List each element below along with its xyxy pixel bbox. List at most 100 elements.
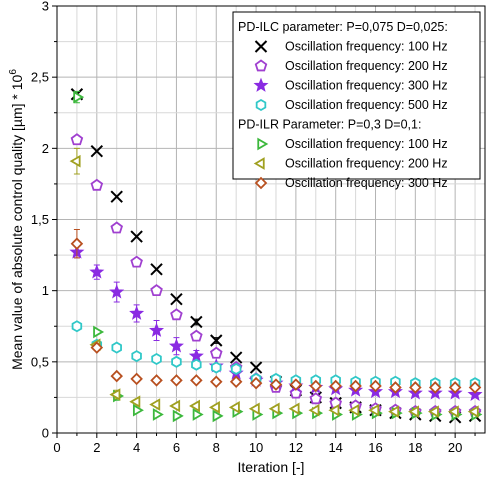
data-point (110, 221, 124, 234)
data-point (170, 292, 183, 306)
data-point (389, 381, 402, 394)
data-point (192, 408, 204, 421)
x-axis-label: Iteration [-] (238, 459, 305, 475)
data-point (289, 378, 303, 391)
y-tick-label: 2 (42, 141, 49, 156)
data-point (349, 379, 362, 393)
data-point (89, 264, 105, 279)
legend-marker (254, 176, 268, 190)
x-tick-label: 8 (213, 440, 220, 455)
x-tick-label: 16 (368, 440, 382, 455)
data-point (149, 398, 161, 411)
legend-entry-label: Oscillation frequency: 200 Hz (285, 157, 448, 171)
data-point (190, 329, 203, 342)
data-point (151, 352, 162, 366)
y-axis-label-exponent: 6 (8, 69, 19, 75)
data-point (328, 403, 340, 417)
legend-box (232, 11, 481, 180)
data-point (409, 381, 422, 394)
legend-group-title: PD-ILR Parameter: P=0,3 D=0,1: (238, 118, 421, 132)
data-point (309, 392, 323, 405)
data-point (110, 369, 123, 383)
data-point (209, 346, 223, 359)
data-point (230, 362, 242, 375)
legend-group-title: PD-ILC parameter: P=0,075 D=0,025: (238, 20, 448, 34)
x-tick-label: 10 (249, 440, 263, 455)
y-tick-label: 3 (42, 0, 49, 14)
data-point (249, 361, 263, 374)
data-point (90, 144, 104, 158)
legend-entry-label: Oscillation frequency: 300 Hz (285, 79, 448, 93)
data-points (69, 88, 483, 424)
data-point (269, 378, 283, 391)
data-point (368, 403, 380, 417)
data-point (211, 361, 222, 374)
x-tick-label: 20 (448, 440, 462, 455)
y-tick-label: 2,5 (31, 70, 49, 85)
data-point (110, 190, 123, 203)
data-point (268, 402, 280, 416)
y-tick-label: 0 (42, 426, 49, 441)
legend-entry-label: Oscillation frequency: 100 Hz (285, 40, 448, 54)
data-point (109, 284, 125, 299)
data-point (90, 341, 104, 354)
legend-marker (253, 157, 265, 170)
data-point (212, 409, 224, 423)
data-point (131, 350, 142, 363)
data-point (467, 386, 483, 401)
data-point (69, 154, 81, 168)
data-point (308, 403, 320, 417)
x-tick-label: 14 (328, 440, 342, 455)
data-point (248, 402, 260, 416)
data-point (467, 405, 479, 418)
data-point (208, 401, 220, 414)
data-point (288, 402, 300, 416)
data-point (130, 230, 143, 243)
data-point (229, 351, 243, 364)
data-point (132, 403, 144, 417)
data-point (408, 405, 419, 418)
data-point (249, 376, 263, 390)
x-tick-label: 0 (53, 440, 60, 455)
data-point (129, 395, 141, 409)
data-point (71, 320, 83, 333)
data-point (169, 399, 181, 413)
data-point (170, 308, 183, 321)
data-point (70, 133, 84, 146)
y-tick-label: 1,5 (31, 212, 49, 227)
data-point (170, 374, 183, 387)
legend-marker (255, 98, 267, 112)
data-point (109, 388, 121, 401)
data-point (152, 408, 164, 421)
x-tick-label: 6 (173, 440, 180, 455)
data-point (150, 374, 163, 387)
data-point (228, 401, 240, 414)
data-point (190, 315, 203, 329)
data-point (369, 379, 382, 393)
y-tick-label: 1 (42, 283, 49, 298)
legend-entry-label: Oscillation frequency: 500 Hz (285, 98, 448, 112)
axes: 0 2 4 6 8 10 12 14 16 18 20 0 0,5 1 1,5 2 2,5 3 (31, 0, 476, 455)
y-tick-label: 0,5 (31, 354, 49, 369)
x-tick-label: 2 (93, 440, 100, 455)
legend-entry-label: Oscillation frequency: 200 Hz (285, 59, 448, 73)
data-point (209, 375, 223, 389)
data-point (191, 358, 202, 371)
data-point (171, 355, 182, 368)
series-6 (70, 228, 482, 394)
data-point (168, 338, 184, 353)
data-point (189, 399, 201, 413)
legend-marker (253, 77, 269, 92)
legend-marker (257, 137, 269, 151)
data-point (93, 325, 105, 339)
data-point (329, 379, 342, 393)
data-point (150, 284, 163, 297)
y-axis-label: Mean value of absolute control quality [… (8, 69, 25, 370)
data-point (111, 341, 122, 354)
data-point (348, 403, 360, 417)
legend-marker (254, 40, 268, 53)
data-point (129, 305, 145, 320)
data-point (190, 374, 203, 387)
legend-marker (254, 59, 268, 72)
x-tick-label: 12 (289, 440, 303, 455)
